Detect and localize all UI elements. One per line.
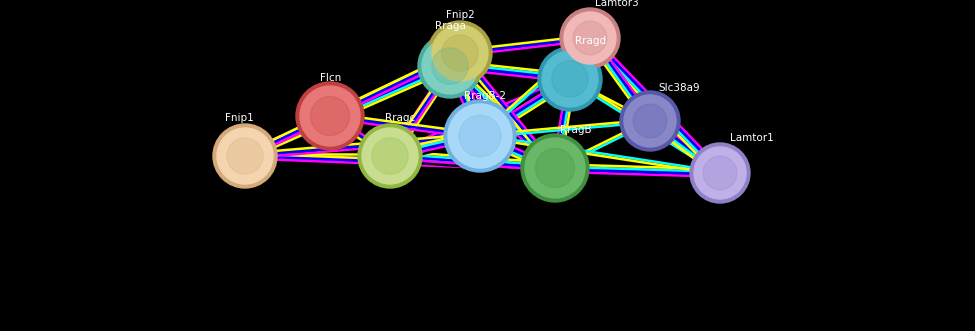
Text: Fnip1: Fnip1	[225, 113, 254, 123]
Text: Lamtor3: Lamtor3	[595, 0, 639, 8]
Circle shape	[358, 124, 422, 188]
Circle shape	[422, 38, 478, 94]
Circle shape	[690, 143, 750, 203]
Circle shape	[573, 21, 606, 55]
Circle shape	[310, 97, 349, 135]
Circle shape	[432, 25, 488, 81]
Circle shape	[444, 100, 516, 172]
Text: Rraga: Rraga	[435, 21, 465, 31]
Circle shape	[694, 147, 746, 199]
Text: Lamtor1: Lamtor1	[730, 133, 774, 143]
Circle shape	[432, 48, 468, 84]
Circle shape	[560, 8, 620, 68]
Circle shape	[217, 128, 273, 184]
Circle shape	[459, 115, 501, 157]
Circle shape	[428, 21, 492, 85]
Text: Fnip2: Fnip2	[446, 10, 475, 20]
Circle shape	[552, 61, 588, 97]
Circle shape	[535, 149, 574, 187]
Circle shape	[521, 134, 589, 202]
Circle shape	[227, 138, 263, 174]
Circle shape	[418, 34, 482, 98]
Circle shape	[633, 104, 667, 138]
Circle shape	[362, 128, 418, 184]
Circle shape	[371, 138, 409, 174]
Circle shape	[564, 12, 616, 64]
Circle shape	[525, 138, 585, 198]
Text: Rragd: Rragd	[575, 36, 606, 46]
Text: RragB-2: RragB-2	[464, 91, 506, 101]
Circle shape	[624, 95, 676, 147]
Text: Flcn: Flcn	[320, 73, 341, 83]
Text: Rragc: Rragc	[385, 113, 415, 123]
Circle shape	[296, 82, 364, 150]
Circle shape	[213, 124, 277, 188]
Text: Slc38a9: Slc38a9	[658, 83, 700, 93]
Circle shape	[703, 156, 737, 190]
Circle shape	[542, 51, 598, 107]
Circle shape	[620, 91, 680, 151]
Circle shape	[442, 35, 478, 71]
Circle shape	[538, 47, 602, 111]
Text: RragB: RragB	[560, 125, 592, 135]
Circle shape	[300, 86, 360, 146]
Circle shape	[448, 104, 512, 168]
